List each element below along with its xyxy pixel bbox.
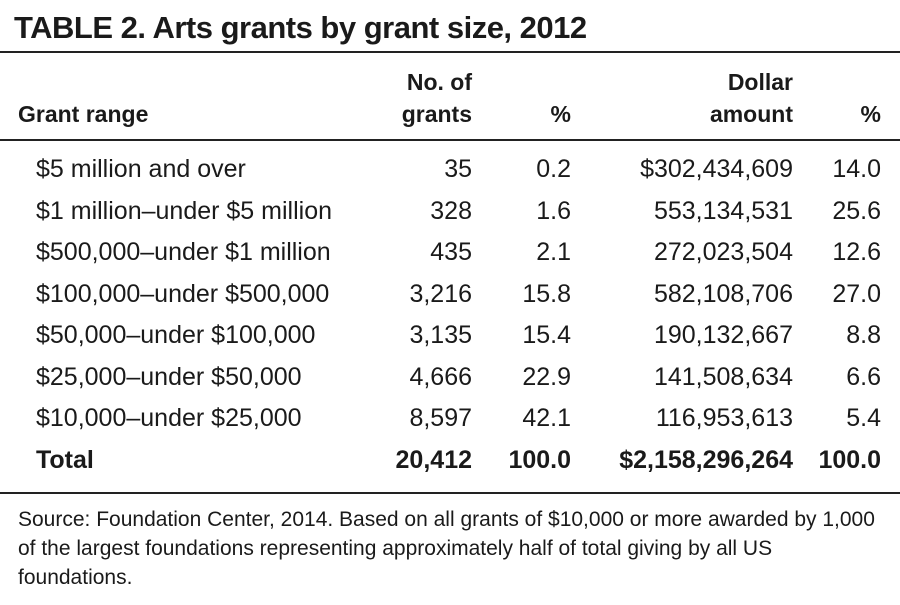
table-row: $25,000–under $50,000 4,666 22.9 141,508… [0, 356, 900, 398]
source-note: Source: Foundation Center, 2014. Based o… [18, 508, 875, 589]
cell-dollar-amount: 553,134,531 [653, 197, 793, 225]
cell-dollar-amount: 141,508,634 [653, 363, 793, 391]
cell-total-label: Total [36, 446, 94, 474]
cell-grant-range: $5 million and over [36, 155, 246, 183]
footer-rule [0, 492, 900, 494]
cell-dollar-amount: 116,953,613 [655, 404, 793, 432]
cell-total-num-grants: 20,412 [395, 446, 472, 474]
cell-pct-grants: 0.2 [536, 155, 571, 183]
cell-dollar-amount: 272,023,504 [653, 238, 793, 266]
cell-pct-grants: 2.1 [536, 238, 571, 266]
header-grant-range: Grant range [18, 101, 149, 127]
cell-num-grants: 35 [444, 155, 472, 183]
cell-pct-amount: 12.6 [832, 238, 881, 266]
header-amount-line1: Dollar [727, 69, 793, 95]
table-title: TABLE 2. Arts grants by grant size, 2012 [14, 10, 587, 45]
header-rule [0, 139, 900, 141]
cell-pct-amount: 8.8 [846, 321, 881, 349]
cell-grant-range: $100,000–under $500,000 [36, 280, 330, 308]
cell-pct-amount: 25.6 [832, 197, 881, 225]
cell-num-grants: 3,135 [409, 321, 472, 349]
total-row: Total 20,412 100.0 $2,158,296,264 100.0 [0, 439, 900, 481]
cell-dollar-amount: 190,132,667 [653, 321, 793, 349]
cell-num-grants: 328 [430, 197, 472, 225]
header-num-line1: No. of [406, 69, 472, 95]
table-row: $5 million and over 35 0.2 $302,434,609 … [0, 148, 900, 190]
cell-total-pct-amount: 100.0 [818, 446, 881, 474]
cell-grant-range: $500,000–under $1 million [36, 238, 331, 266]
cell-pct-amount: 14.0 [832, 155, 881, 183]
header-amount-line2: amount [709, 101, 793, 127]
cell-dollar-amount: $302,434,609 [640, 155, 793, 183]
cell-pct-grants: 42.1 [522, 404, 571, 432]
cell-pct-grants: 15.8 [522, 280, 571, 308]
cell-grant-range: $25,000–under $50,000 [36, 363, 302, 391]
cell-num-grants: 4,666 [409, 363, 472, 391]
header-pct-grants: % [550, 101, 571, 127]
cell-total-pct-grants: 100.0 [508, 446, 571, 474]
cell-pct-amount: 27.0 [832, 280, 881, 308]
table-row: $1 million–under $5 million 328 1.6 553,… [0, 190, 900, 232]
cell-num-grants: 3,216 [409, 280, 472, 308]
cell-pct-grants: 22.9 [522, 363, 571, 391]
cell-num-grants: 8,597 [409, 404, 472, 432]
header-num-line2: grants [401, 101, 472, 127]
cell-pct-grants: 1.6 [536, 197, 571, 225]
cell-grant-range: $1 million–under $5 million [36, 197, 332, 225]
cell-pct-amount: 6.6 [846, 363, 881, 391]
table-row: $500,000–under $1 million 435 2.1 272,02… [0, 231, 900, 273]
title-rule [0, 51, 900, 53]
table-row: $50,000–under $100,000 3,135 15.4 190,13… [0, 314, 900, 356]
cell-grant-range: $50,000–under $100,000 [36, 321, 316, 349]
cell-dollar-amount: 582,108,706 [653, 280, 793, 308]
cell-pct-amount: 5.4 [846, 404, 881, 432]
table-row: $10,000–under $25,000 8,597 42.1 116,953… [0, 397, 900, 439]
table-row: $100,000–under $500,000 3,216 15.8 582,1… [0, 273, 900, 315]
cell-num-grants: 435 [430, 238, 472, 266]
cell-total-dollar-amount: $2,158,296,264 [619, 446, 793, 474]
cell-grant-range: $10,000–under $25,000 [36, 404, 302, 432]
cell-pct-grants: 15.4 [522, 321, 571, 349]
header-pct-amount: % [860, 101, 881, 127]
